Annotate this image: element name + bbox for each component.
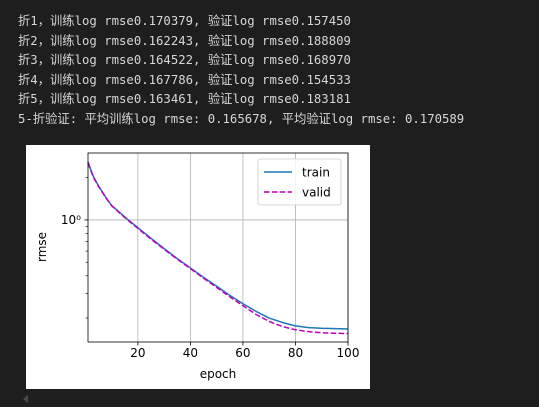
y-tick-label: 10⁰ xyxy=(61,213,81,227)
plot-figure: 20 40 60 80 100 10⁰ epoch rmse train valid xyxy=(26,145,370,389)
cell-output: 折1，训练log rmse0.170379, 验证log rmse0.15745… xyxy=(18,12,533,130)
scroll-left-arrow-icon[interactable] xyxy=(23,395,28,403)
x-tick-label: 80 xyxy=(288,346,303,360)
x-tick-label: 60 xyxy=(235,346,250,360)
rmse-chart: 20 40 60 80 100 10⁰ epoch rmse train valid xyxy=(35,152,360,381)
output-line-summary: 5-折验证: 平均训练log rmse: 0.165678, 平均验证log r… xyxy=(18,111,465,126)
output-line: 折3，训练log rmse0.164522, 验证log rmse0.16897… xyxy=(18,53,351,68)
x-tick-label: 40 xyxy=(183,346,198,360)
x-tick-label: 20 xyxy=(130,346,145,360)
x-tick-label: 100 xyxy=(337,346,360,360)
series-line-valid xyxy=(87,162,349,335)
series-line-train xyxy=(87,161,349,330)
output-line: 折1，训练log rmse0.170379, 验证log rmse0.15745… xyxy=(18,14,351,28)
output-line: 折4，训练log rmse0.167786, 验证log rmse0.15453… xyxy=(18,72,351,87)
legend-label-train: train xyxy=(302,166,330,180)
output-line: 折2，训练log rmse0.162243, 验证log rmse0.18880… xyxy=(18,33,351,48)
output-line: 折5，训练log rmse0.163461, 验证log rmse0.18318… xyxy=(18,92,351,107)
legend-label-valid: valid xyxy=(302,186,331,200)
x-axis-label: epoch xyxy=(200,367,237,381)
plot-frame xyxy=(87,152,349,343)
y-axis-label: rmse xyxy=(35,232,49,262)
legend-box xyxy=(257,158,342,206)
